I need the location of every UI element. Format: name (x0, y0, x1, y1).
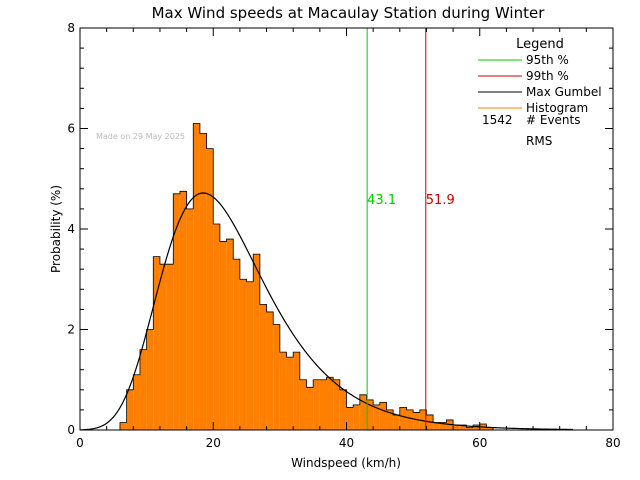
histogram-bar (206, 148, 214, 430)
histogram-series (119, 123, 494, 430)
histogram-bar (226, 239, 234, 430)
histogram-bar (179, 191, 187, 430)
histogram-bar (266, 311, 274, 430)
histogram-bar (453, 424, 460, 430)
histogram-bar (346, 407, 354, 430)
x-axis-label: Windspeed (km/h) (291, 456, 401, 470)
y-tick-label: 2 (67, 323, 75, 337)
x-tick-label: 80 (605, 436, 620, 450)
percentile-label: 51.9 (426, 193, 455, 208)
histogram-bar (399, 407, 407, 430)
percentile-lines: 43.1 51.9 (366, 28, 455, 430)
gumbel-series (79, 192, 574, 431)
histogram-bar (186, 208, 194, 430)
legend-entry-label: 95th % (526, 53, 569, 67)
histogram-bar (386, 409, 394, 430)
histogram-bar (373, 404, 380, 430)
histogram-bar (306, 387, 314, 430)
histogram-bar (466, 427, 474, 430)
histogram-bar (119, 422, 127, 430)
histogram-bar (333, 379, 340, 430)
histogram-bar (379, 402, 387, 430)
legend-entry-label: 99th % (526, 69, 569, 83)
histogram-bar (213, 223, 220, 430)
y-tick-label: 6 (67, 122, 75, 136)
histogram-bar (459, 424, 467, 430)
y-tick-label: 8 (67, 21, 75, 35)
histogram-bar (366, 399, 374, 430)
histogram-bar (146, 329, 154, 430)
histogram-bar (199, 133, 207, 430)
histogram-bar (353, 404, 360, 430)
histogram-bar (219, 241, 227, 430)
x-tick-label: 20 (206, 436, 221, 450)
legend: Legend 95th % 99th % Max Gumbel Histogram 1… (478, 37, 602, 148)
histogram-bar (159, 264, 167, 430)
histogram-bar (473, 424, 480, 430)
histogram-bar (413, 412, 420, 430)
histogram-bar (126, 389, 134, 430)
histogram-bar (193, 123, 200, 430)
x-tick-label: 40 (339, 436, 354, 450)
histogram-bar (326, 377, 334, 430)
histogram-bar (393, 414, 400, 430)
histogram-bar (153, 256, 160, 430)
histogram-bar (166, 264, 174, 430)
gumbel-curve (79, 192, 574, 431)
histogram-bar (406, 409, 414, 430)
legend-entry-label: Max Gumbel (526, 85, 602, 99)
legend-events-count: 1542 (482, 113, 513, 127)
histogram-bar (286, 357, 294, 430)
histogram-bar (299, 379, 307, 430)
histogram-bar (259, 304, 267, 430)
histogram-bar (233, 259, 240, 430)
histogram-outline (119, 123, 494, 430)
histogram-bar (133, 374, 140, 430)
histogram-bar (339, 389, 347, 430)
legend-title: Legend (516, 37, 564, 52)
histogram-bar (359, 394, 367, 430)
x-tick-label: 60 (472, 436, 487, 450)
legend-rms-label: RMS (526, 134, 552, 148)
histogram-bar (139, 349, 147, 430)
y-tick-label: 0 (67, 423, 75, 437)
histogram-bar (313, 379, 320, 430)
histogram-bar (419, 409, 427, 430)
histogram-bar (253, 254, 260, 430)
legend-entry-label: Histogram (526, 101, 588, 115)
x-tick-label: 0 (76, 436, 84, 450)
histogram-bar (439, 422, 447, 430)
histogram-bar (293, 352, 300, 430)
watermark: Made on 29 May 2025 (96, 132, 185, 141)
histogram-bar (279, 352, 287, 430)
histogram-bar (173, 193, 180, 430)
histogram-bar (433, 422, 440, 430)
axes: 0 20 40 60 80 0 2 4 6 8 (67, 21, 620, 450)
y-axis-label: Probability (%) (49, 185, 63, 273)
y-tick-label: 4 (67, 222, 75, 236)
histogram-bar (486, 427, 494, 430)
legend-entries: 95th % 99th % Max Gumbel Histogram (478, 53, 602, 115)
percentile-label: 43.1 (367, 193, 396, 208)
histogram-bar (273, 324, 280, 430)
legend-events-label: # Events (526, 113, 581, 127)
histogram-bar (246, 281, 254, 430)
chart-title: Max Wind speeds at Macaulay Station duri… (152, 4, 546, 22)
histogram-bar (239, 279, 247, 430)
histogram-bar (319, 379, 327, 430)
